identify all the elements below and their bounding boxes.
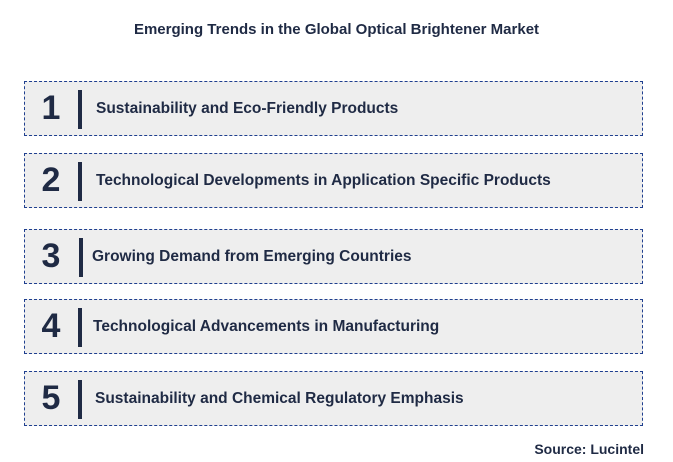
trend-box-3: 3 Growing Demand from Emerging Countries	[24, 229, 643, 284]
divider-bar	[78, 308, 82, 347]
divider-bar	[79, 238, 83, 277]
trend-label: Sustainability and Chemical Regulatory E…	[95, 389, 464, 407]
divider-bar	[78, 380, 82, 419]
trend-number: 5	[41, 379, 61, 417]
trend-label: Technological Developments in Applicatio…	[96, 171, 551, 189]
divider-bar	[78, 162, 82, 201]
trend-number: 1	[41, 89, 61, 127]
trend-box-2: 2 Technological Developments in Applicat…	[24, 153, 643, 208]
trend-number: 3	[41, 237, 61, 275]
diagram-title: Emerging Trends in the Global Optical Br…	[133, 21, 540, 38]
divider-bar	[78, 90, 82, 129]
trend-box-5: 5 Sustainability and Chemical Regulatory…	[24, 371, 643, 426]
source-note: Source: Lucintel	[534, 441, 644, 457]
trend-box-4: 4 Technological Advancements in Manufact…	[24, 299, 643, 354]
trend-label: Technological Advancements in Manufactur…	[93, 317, 440, 335]
trend-number: 4	[41, 307, 61, 345]
trend-box-1: 1 Sustainability and Eco-Friendly Produc…	[24, 81, 643, 136]
trend-label: Growing Demand from Emerging Countries	[92, 247, 412, 265]
trend-label: Sustainability and Eco-Friendly Products	[96, 99, 399, 117]
trend-number: 2	[41, 161, 61, 199]
